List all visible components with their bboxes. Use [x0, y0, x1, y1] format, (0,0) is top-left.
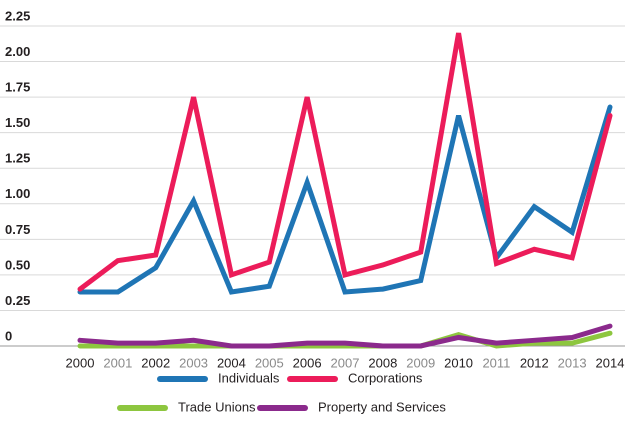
x-tick-label: 2004: [217, 355, 246, 370]
x-tick-label: 2005: [255, 355, 284, 370]
x-tick-label: 2010: [444, 355, 473, 370]
y-tick-label: 1.25: [5, 151, 30, 166]
legend-label: Property and Services: [318, 399, 446, 414]
x-tick-label: 2006: [293, 355, 322, 370]
y-tick-label: 2.25: [5, 8, 30, 23]
y-tick-label: 2.00: [5, 44, 30, 59]
x-tick-label: 2011: [482, 355, 510, 370]
x-tick-label: 2014: [596, 355, 625, 370]
legend-label: Corporations: [348, 370, 423, 385]
line: [77, 32, 613, 292]
y-tick-label: 1.75: [5, 80, 30, 95]
y-tick-label: 0: [5, 328, 12, 343]
x-tick-label: 2002: [141, 355, 170, 370]
x-tick-label: 2013: [558, 355, 587, 370]
x-tick-label: 2009: [406, 355, 435, 370]
legend-label: Trade Unions: [178, 399, 256, 414]
line: [77, 330, 613, 349]
y-tick-label: 0.50: [5, 257, 30, 272]
x-tick-label: 2008: [368, 355, 397, 370]
y-tick-label: 1.00: [5, 186, 30, 201]
line: [77, 323, 613, 349]
y-tick-label: 0.25: [5, 293, 30, 308]
x-tick-label: 2001: [103, 355, 132, 370]
x-tick-label: 2007: [331, 355, 360, 370]
x-tick-label: 2003: [179, 355, 208, 370]
x-tick-label: 2012: [520, 355, 549, 370]
legend-label: Individuals: [218, 370, 280, 385]
y-tick-label: 1.50: [5, 115, 30, 130]
line: [77, 104, 613, 295]
x-tick-label: 2000: [66, 355, 95, 370]
y-tick-label: 0.75: [5, 222, 30, 237]
